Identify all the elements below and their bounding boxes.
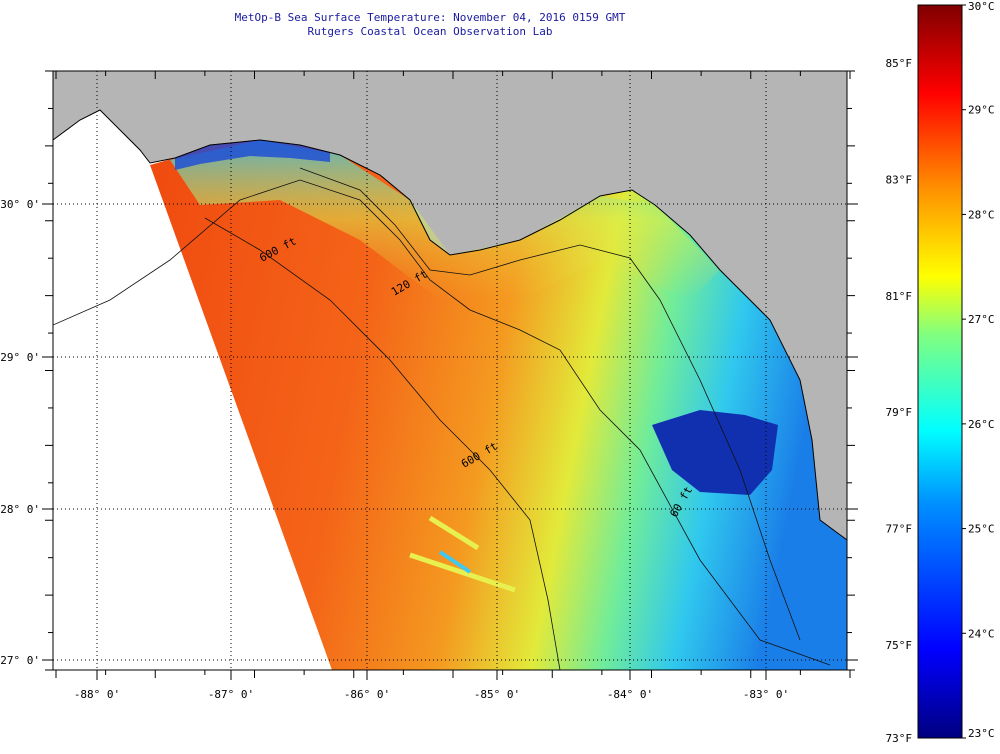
fahrenheit-label: 85°F [886,57,913,70]
axis-ticks [42,70,858,680]
sst-map: 600 ft 120 ft 600 ft 60 ft -88° 0' -87° … [0,70,858,701]
fahrenheit-label: 79°F [886,406,913,419]
lon-label: -84° 0' [607,688,653,701]
map-subtitle: Rutgers Coastal Ocean Observation Lab [307,25,553,38]
lon-label: -86° 0' [344,688,390,701]
celsius-label: 24°C [968,627,995,640]
fahrenheit-label: 75°F [886,639,913,652]
lat-label: 28° 0' [0,503,40,516]
coastline [53,109,847,541]
celsius-label: 25°C [968,523,995,536]
coastal-cold-band [175,140,330,170]
map-title: MetOp-B Sea Surface Temperature: Novembe… [234,11,626,24]
lon-label: -88° 0' [74,688,120,701]
fahrenheit-label: 83°F [886,174,913,187]
colorbar-gradient [917,4,963,739]
celsius-label: 23°C [968,727,995,740]
nearshore-band [170,140,720,300]
isobath-line [299,167,801,641]
celsius-label: 29°C [968,104,995,117]
lat-label: 27° 0' [0,654,40,667]
isobath-line [53,179,831,666]
fahrenheit-label: 73°F [886,732,913,745]
celsius-label: 27°C [968,313,995,326]
lon-label: -85° 0' [474,688,520,701]
celsius-label: 28°C [968,208,995,221]
graticule [53,71,847,670]
swath-artifact [409,552,516,593]
isobath-line [204,217,561,670]
fahrenheit-label: 81°F [886,290,913,303]
swath-artifact [438,550,472,574]
celsius-label: 26°C [968,418,995,431]
lat-label: 29° 0' [0,351,40,364]
lat-label: 30° 0' [0,198,40,211]
lon-label: -87° 0' [208,688,254,701]
lon-label: -83° 0' [743,688,789,701]
fahrenheit-label: 77°F [886,523,913,536]
celsius-label: 30°C [968,0,995,13]
land-area [53,71,847,540]
swath-artifact [428,515,480,551]
cold-patch [652,410,778,495]
